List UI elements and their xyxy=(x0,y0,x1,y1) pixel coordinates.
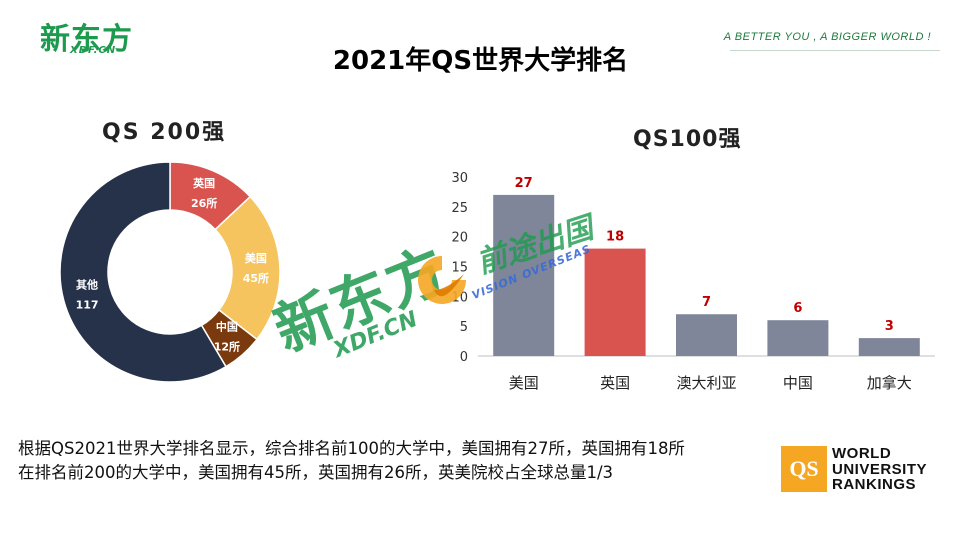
bar-value-label-4: 3 xyxy=(885,319,894,334)
qs-rankings-label: WORLD UNIVERSITY RANKINGS xyxy=(832,446,927,493)
donut-slice-value-2: 12所 xyxy=(214,340,240,354)
bar-3 xyxy=(767,320,829,356)
qs-label-line-3: RANKINGS xyxy=(832,476,917,493)
bar-0 xyxy=(493,194,555,356)
caption-line-2: 在排名前200的大学中，美国拥有45所，英国拥有26所，英美院校占全球总量1/3 xyxy=(18,463,614,482)
header-divider xyxy=(730,50,940,51)
y-tick-label-4: 20 xyxy=(451,231,468,246)
caption: 根据QS2021世界大学排名显示，综合排名前100的大学中，美国拥有27所，英国… xyxy=(18,437,748,485)
y-tick-label-3: 15 xyxy=(451,261,468,276)
donut-slice-label-3: 其他 xyxy=(76,278,98,292)
vision-overseas-logo-icon xyxy=(418,256,466,304)
donut-slice-value-0: 26所 xyxy=(191,196,217,210)
y-tick-label-5: 25 xyxy=(451,201,468,216)
donut-chart-title: QS 200强 xyxy=(102,120,227,145)
y-tick-label-1: 5 xyxy=(460,320,468,335)
page-title: 2021年QS世界大学排名 xyxy=(332,46,629,76)
qs-logo-mark: QS xyxy=(781,446,827,492)
bar-1 xyxy=(584,248,646,356)
xdf-logo-sub: XDF.CN xyxy=(70,45,117,56)
bar-value-label-1: 18 xyxy=(606,230,624,245)
caption-line-1: 根据QS2021世界大学排名显示，综合排名前100的大学中，美国拥有27所，英国… xyxy=(18,439,685,458)
bar-4 xyxy=(858,338,920,356)
qs-label-line-1: WORLD xyxy=(832,445,892,462)
x-category-label-2: 澳大利亚 xyxy=(676,374,736,392)
donut-slice-value-1: 45所 xyxy=(243,271,269,285)
bar-chart-title: QS100强 xyxy=(633,127,742,152)
bar-value-label-0: 27 xyxy=(515,176,533,191)
donut-slice-3 xyxy=(59,161,228,383)
donut-slice-label-0: 英国 xyxy=(192,176,215,190)
y-tick-label-0: 0 xyxy=(460,350,468,365)
qs-label-line-2: UNIVERSITY xyxy=(832,460,928,478)
y-tick-label-6: 30 xyxy=(451,171,468,186)
x-category-label-3: 中国 xyxy=(783,374,813,392)
bar-value-label-3: 6 xyxy=(793,301,802,316)
bar-2 xyxy=(676,314,737,356)
x-category-label-1: 英国 xyxy=(600,374,630,392)
xdf-logo: 新东方 xyxy=(40,22,133,57)
donut-slice-label-1: 美国 xyxy=(245,251,267,265)
slogan: A BETTER YOU , A BIGGER WORLD ! xyxy=(723,31,931,43)
x-category-label-0: 美国 xyxy=(509,374,539,392)
bar-value-label-2: 7 xyxy=(702,295,711,310)
donut-slice-label-2: 中国 xyxy=(216,320,238,334)
x-category-label-4: 加拿大 xyxy=(867,374,912,392)
donut-slice-value-3: 117 xyxy=(76,299,99,312)
